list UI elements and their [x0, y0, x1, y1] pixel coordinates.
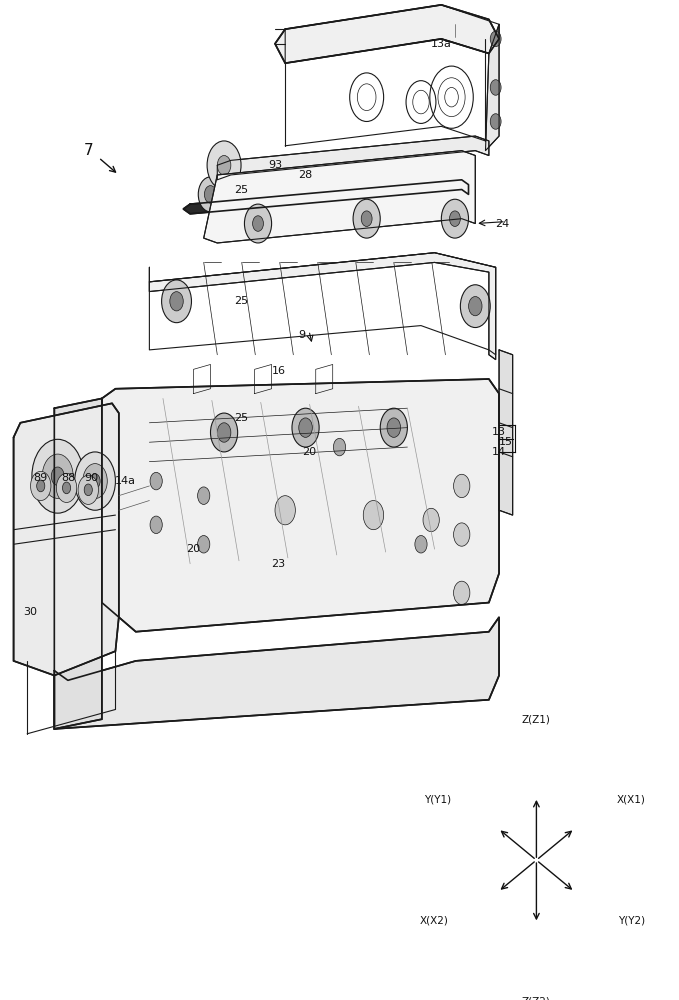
Circle shape	[490, 31, 501, 47]
Circle shape	[210, 413, 238, 452]
Polygon shape	[149, 253, 496, 360]
Circle shape	[469, 297, 482, 316]
Text: 20: 20	[302, 447, 316, 457]
Circle shape	[454, 474, 470, 498]
Text: 9: 9	[299, 330, 306, 340]
Circle shape	[204, 186, 217, 203]
Circle shape	[353, 199, 380, 238]
Text: 88: 88	[61, 473, 75, 483]
Circle shape	[454, 581, 470, 605]
Circle shape	[150, 516, 162, 534]
Circle shape	[150, 472, 162, 490]
Circle shape	[253, 216, 263, 231]
Circle shape	[460, 285, 490, 328]
Text: 90: 90	[85, 473, 98, 483]
Circle shape	[83, 464, 107, 499]
Text: 7: 7	[84, 143, 93, 158]
Text: 23: 23	[272, 559, 285, 569]
Text: Z(Z1): Z(Z1)	[522, 714, 551, 724]
Circle shape	[75, 452, 115, 510]
Polygon shape	[14, 403, 119, 675]
Circle shape	[244, 204, 272, 243]
Polygon shape	[183, 180, 469, 214]
Circle shape	[90, 474, 100, 488]
Text: 93: 93	[268, 160, 282, 170]
Text: 14a: 14a	[115, 476, 136, 486]
Circle shape	[299, 418, 312, 437]
Circle shape	[84, 484, 92, 496]
Circle shape	[198, 487, 210, 504]
Circle shape	[217, 423, 231, 442]
Text: 25: 25	[234, 185, 248, 195]
Polygon shape	[485, 24, 499, 151]
Circle shape	[490, 114, 501, 129]
Text: 16: 16	[272, 366, 285, 376]
Polygon shape	[217, 136, 489, 180]
Circle shape	[441, 199, 469, 238]
Polygon shape	[102, 379, 499, 632]
Polygon shape	[54, 617, 499, 729]
Circle shape	[454, 523, 470, 546]
Circle shape	[170, 292, 183, 311]
Circle shape	[32, 439, 84, 513]
Text: 25: 25	[234, 413, 248, 423]
Circle shape	[207, 141, 241, 190]
Circle shape	[52, 467, 65, 485]
Circle shape	[380, 408, 407, 447]
Circle shape	[78, 475, 98, 504]
Text: Y(Y2): Y(Y2)	[618, 916, 645, 926]
Circle shape	[423, 508, 439, 532]
Circle shape	[320, 176, 332, 193]
Circle shape	[275, 496, 295, 525]
Text: X(X2): X(X2)	[420, 916, 449, 926]
Circle shape	[314, 167, 338, 202]
Circle shape	[361, 211, 372, 226]
Circle shape	[449, 211, 460, 226]
Text: Z(Z2): Z(Z2)	[522, 996, 551, 1000]
Circle shape	[56, 473, 77, 502]
Circle shape	[387, 418, 401, 437]
Text: X(X1): X(X1)	[617, 794, 646, 804]
Circle shape	[37, 480, 45, 492]
Text: 20: 20	[187, 544, 200, 554]
Polygon shape	[204, 151, 475, 243]
Circle shape	[198, 177, 223, 212]
Text: 24: 24	[496, 219, 509, 229]
Circle shape	[217, 156, 231, 175]
Circle shape	[162, 280, 191, 323]
Circle shape	[415, 536, 427, 553]
Circle shape	[198, 536, 210, 553]
Circle shape	[490, 80, 501, 95]
Circle shape	[333, 438, 346, 456]
Polygon shape	[499, 350, 513, 515]
Circle shape	[429, 162, 454, 197]
Circle shape	[62, 482, 71, 494]
Text: 13a: 13a	[431, 39, 452, 49]
Circle shape	[31, 471, 51, 501]
Text: 14: 14	[492, 447, 506, 457]
Polygon shape	[275, 5, 499, 63]
Circle shape	[292, 408, 319, 447]
Polygon shape	[54, 398, 102, 729]
Text: 25: 25	[234, 296, 248, 306]
Text: 13: 13	[492, 427, 506, 437]
Text: 15: 15	[499, 437, 513, 447]
Text: Y(Y1): Y(Y1)	[424, 794, 452, 804]
Text: 28: 28	[299, 170, 312, 180]
Text: 30: 30	[24, 607, 37, 617]
Circle shape	[42, 454, 73, 498]
Text: 89: 89	[34, 473, 48, 483]
Circle shape	[363, 501, 384, 530]
Circle shape	[435, 171, 447, 189]
